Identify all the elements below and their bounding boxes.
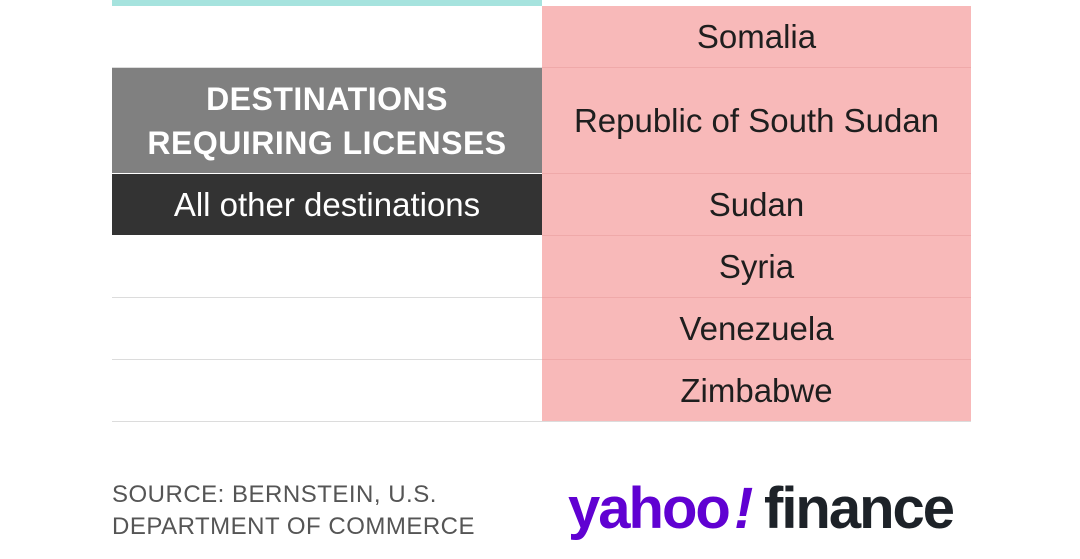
country-label: Venezuela — [679, 309, 834, 347]
country-cell: Venezuela — [542, 298, 971, 359]
licenses-header: DESTINATIONS REQUIRING LICENSES — [112, 68, 542, 173]
source-note: SOURCE: BERNSTEIN, U.S. DEPARTMENT OF CO… — [112, 479, 532, 543]
header-line-2: REQUIRING LICENSES — [147, 124, 507, 161]
row-divider — [542, 297, 971, 298]
source-line-1: SOURCE: BERNSTEIN, U.S. — [112, 481, 437, 508]
country-cell: Sudan — [542, 174, 971, 235]
row-divider — [542, 173, 971, 174]
country-label: Syria — [718, 247, 795, 285]
logo-exclamation-icon: ! — [734, 476, 753, 541]
country-label: Zimbabwe — [680, 371, 833, 409]
header-line-1: DESTINATIONS — [206, 80, 448, 117]
row-divider — [542, 359, 971, 360]
row-divider — [112, 359, 542, 360]
row-divider — [112, 297, 542, 298]
all-other-destinations-label: All other destinations — [173, 185, 481, 223]
logo-yahoo-text: yahoo — [568, 476, 729, 541]
country-label: Sudan — [708, 185, 805, 223]
row-divider — [112, 67, 542, 68]
source-line-2: DEPARTMENT OF COMMERCE — [112, 513, 476, 540]
teal-header-strip — [112, 0, 542, 6]
country-cell: Zimbabwe — [542, 360, 971, 421]
logo-finance-text: finance — [764, 476, 954, 541]
all-other-destinations-cell: All other destinations — [112, 174, 542, 235]
country-cell: Syria — [542, 236, 971, 297]
country-label: Somalia — [696, 17, 817, 55]
row-divider — [542, 235, 971, 236]
country-cell: Republic of South Sudan — [542, 68, 971, 173]
table-bottom-border — [112, 421, 971, 422]
country-cell: Somalia — [542, 6, 971, 67]
country-label: Republic of South Sudan — [573, 101, 940, 139]
yahoo-finance-logo: yahoo ! finance — [568, 476, 956, 541]
row-divider — [542, 67, 971, 68]
